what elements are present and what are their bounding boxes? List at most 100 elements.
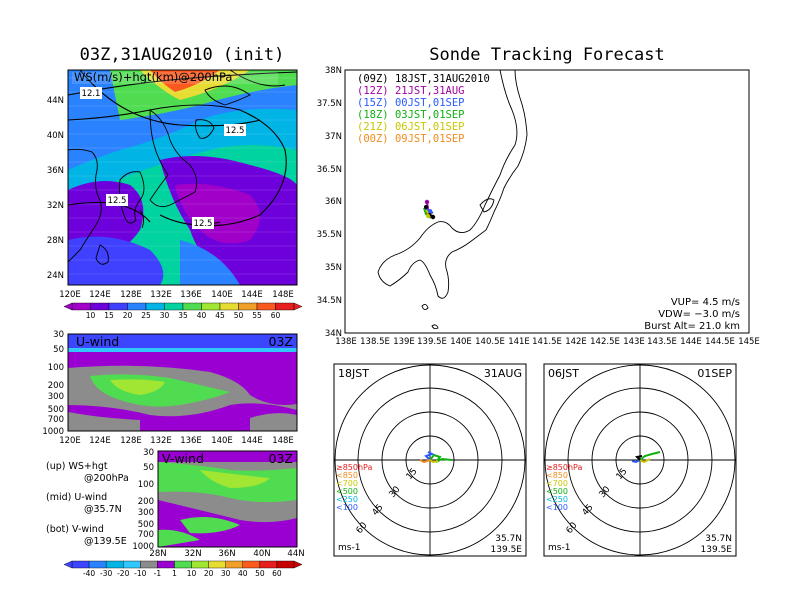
colorbar-label: 20 [123, 311, 133, 320]
hodo-left-label: 18JST [338, 367, 369, 380]
lat-tick: 34N [325, 329, 342, 339]
level-label: <700 [546, 479, 568, 488]
lat-tick: 44N [47, 96, 64, 106]
vwind-lat-ticks: 28N 32N 36N 40N 44N [149, 549, 304, 559]
contour-label-a: 12.1 [80, 87, 102, 99]
ws-colorbar: 10 15 20 25 30 35 40 45 50 55 60 [63, 302, 303, 320]
track-lat-ticks: 38N 37.5N 37N 36.5N 36N 35.5N 35N 34.5N … [317, 66, 342, 339]
colorbar-label: 30 [221, 569, 231, 578]
hodo-unit: ms-1 [548, 543, 570, 553]
colorbar-swatch [123, 560, 141, 569]
trajectory-point [424, 205, 428, 209]
lon-tick: 128E [120, 290, 142, 300]
vwind-title: V-wind [162, 451, 204, 466]
colorbar-swatch [182, 302, 202, 311]
panel-notes: (up) WS+hgt @200hPa (mid) U-wind @35.7N … [46, 461, 129, 547]
lat-tick: 37N [325, 132, 342, 142]
contour-label: 12.5 [226, 126, 245, 136]
lon-tick: 136E [180, 290, 202, 300]
vwind-frame [157, 450, 298, 548]
uwind-panel [68, 334, 297, 431]
lon-tick: 140E [450, 337, 472, 347]
legend-item: (15Z) 00JST,01SEP [357, 97, 464, 109]
colorbar-label: -20 [117, 569, 129, 578]
colorbar-label: -30 [100, 569, 112, 578]
lat-tick: 34.5N [317, 296, 342, 306]
hodo-trace [429, 459, 439, 464]
level-label: <100 [336, 503, 358, 512]
level-label: <500 [546, 487, 568, 496]
contour-label-c: 12.5 [106, 194, 128, 206]
lon-tick: 120E [59, 436, 81, 446]
colorbar-swatch [201, 302, 221, 311]
colorbar-swatch [256, 302, 276, 311]
hodo-right-label: 31AUG [484, 367, 522, 380]
level-label: <850 [336, 471, 358, 480]
hodo-lat: 35.7N [495, 534, 522, 544]
vwind-panel [158, 451, 297, 547]
hodo-left-label: 06JST [548, 367, 579, 380]
coastline [68, 70, 286, 265]
colorbar-label: 35 [178, 311, 188, 320]
note-up-sub: @200hPa [84, 473, 129, 484]
colorbar-label: 60 [271, 311, 281, 320]
colorbar-label: 20 [204, 569, 214, 578]
hodo-level-legend: ≥850hPa <850 <700 <500 <250 <100 [336, 463, 373, 512]
lat-tick: 40N [253, 549, 270, 559]
uwind-p-ticks: 30 50 100 200 300 500 700 1000 [42, 330, 64, 437]
p-tick: 30 [53, 330, 64, 340]
hodo-trace [429, 453, 453, 463]
colorbar-swatch [127, 302, 147, 311]
colorbar-swatch [90, 302, 110, 311]
p-tick: 50 [53, 345, 64, 355]
colorbar-swatch [208, 560, 226, 569]
colorbar-label: 25 [141, 311, 151, 320]
lat-tick: 40N [47, 131, 64, 141]
colorbar-swatch [71, 560, 90, 569]
track-lon-ticks: 138E 138.5E 139E 139.5E 140E 140.5E 141E… [335, 337, 760, 347]
lon-tick: 139E [393, 337, 415, 347]
lon-tick: 144E [241, 290, 263, 300]
lat-tick: 24N [47, 271, 64, 281]
lon-tick: 143.5E [647, 337, 677, 347]
colorbar-label: 40 [197, 311, 207, 320]
p-tick: 300 [48, 392, 64, 402]
lon-tick: 145E [738, 337, 760, 347]
legend-item: (00Z) 09JST,01SEP [357, 133, 464, 145]
lon-tick: 138E [335, 337, 357, 347]
lon-tick: 148E [272, 290, 294, 300]
colorbar-swatch [276, 560, 295, 569]
contour-label: 12.1 [82, 89, 101, 99]
hodo-trace [639, 451, 661, 461]
track-legend: (09Z) 18JST,31AUG2010 (12Z) 21JST,31AUG … [357, 73, 490, 145]
lon-tick: 128E [120, 436, 142, 446]
level-label: ≥850hPa [546, 463, 583, 472]
wind-colorbar: -40 -30 -20 -10 -1 1 10 20 30 40 50 60 [63, 560, 303, 578]
colorbar-end [63, 302, 73, 311]
colorbar-label: 15 [104, 311, 114, 320]
colorbar-swatch [157, 560, 175, 569]
level-label: <850 [546, 471, 568, 480]
level-label: <250 [336, 495, 358, 504]
hodo-unit: ms-1 [338, 543, 360, 553]
colorbar-label: 50 [255, 569, 265, 578]
hodograph-1: 18JST 31AUG 15 30 45 60 ≥850hPa <850 <70… [333, 363, 527, 557]
p-tick: 500 [48, 405, 64, 415]
lon-tick: 124E [89, 436, 111, 446]
lon-tick: 140E [211, 290, 233, 300]
p-tick: 1000 [132, 542, 154, 552]
contour-label-d: 12.5 [192, 217, 214, 229]
level-label: <250 [546, 495, 568, 504]
colorbar-swatch [259, 560, 278, 569]
p-tick: 30 [143, 448, 154, 458]
lat-tick: 44N [287, 549, 304, 559]
lat-tick: 38N [325, 66, 342, 76]
right-title: Sonde Tracking Forecast [429, 45, 664, 65]
contour-label-b: 12.5 [224, 124, 246, 136]
lat-tick: 28N [47, 236, 64, 246]
uwind-frame [67, 333, 298, 432]
uwind-time: 03Z [269, 334, 293, 349]
vwind-time: 03Z [269, 451, 293, 466]
note-mid-sub: @35.7N [84, 504, 122, 515]
colorbar-swatch [275, 302, 295, 311]
